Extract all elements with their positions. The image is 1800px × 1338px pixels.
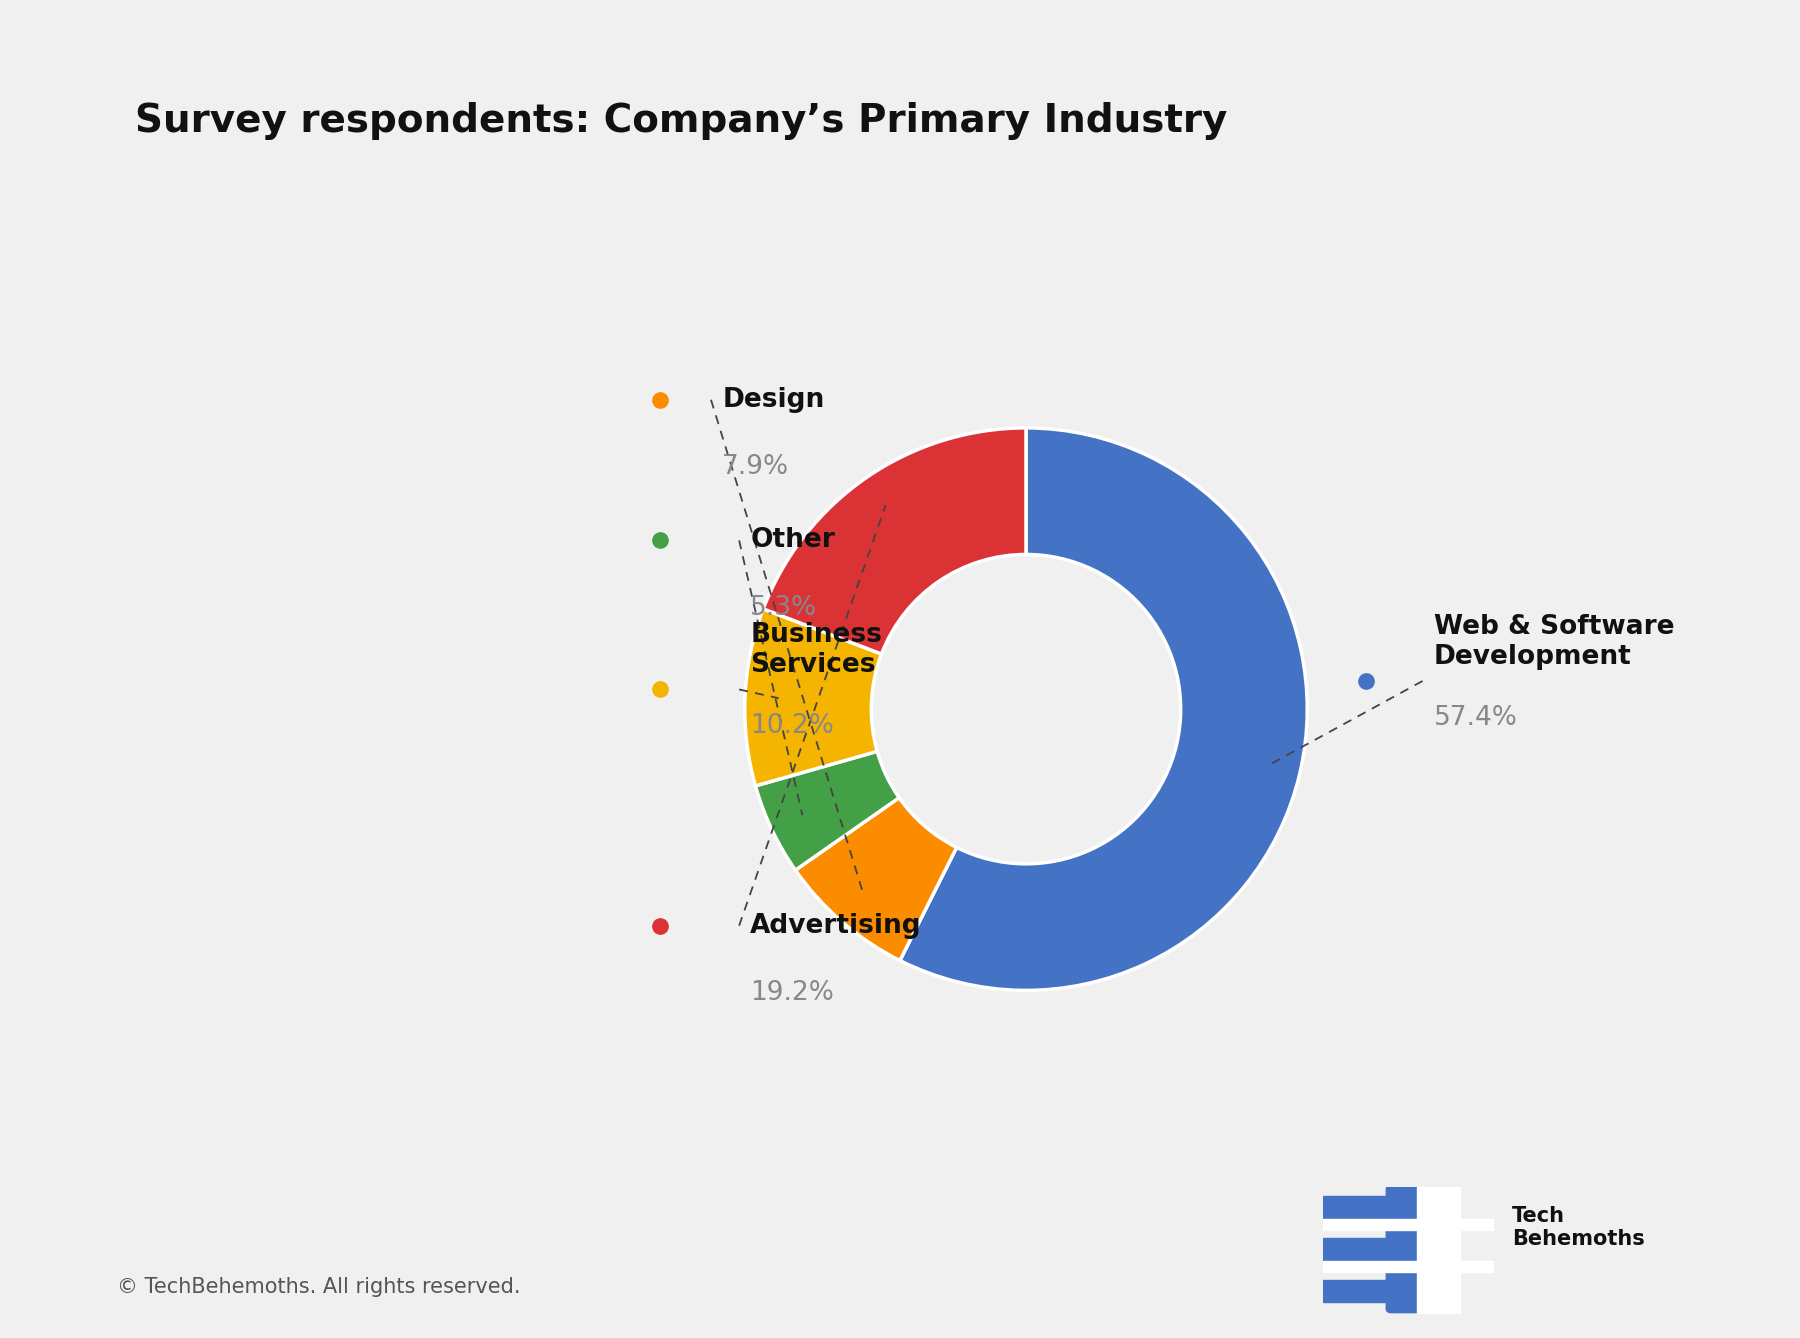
Text: 57.4%: 57.4% (1435, 705, 1517, 731)
FancyBboxPatch shape (1386, 1270, 1440, 1313)
Text: Other: Other (751, 527, 835, 554)
Wedge shape (763, 428, 1026, 654)
Bar (1323, 1238, 1417, 1260)
Bar (1417, 1187, 1460, 1314)
Text: 10.2%: 10.2% (751, 713, 833, 739)
Text: Tech
Behemoths: Tech Behemoths (1512, 1206, 1645, 1250)
Wedge shape (900, 428, 1307, 990)
Text: Survey respondents: Company’s Primary Industry: Survey respondents: Company’s Primary In… (135, 103, 1228, 140)
Text: 19.2%: 19.2% (751, 981, 833, 1006)
Text: Advertising: Advertising (751, 913, 922, 939)
Text: Web & Software
Development: Web & Software Development (1435, 614, 1674, 669)
Text: 5.3%: 5.3% (751, 595, 817, 621)
Text: Design: Design (722, 387, 824, 412)
Bar (1323, 1260, 1494, 1272)
Bar (1323, 1219, 1494, 1230)
FancyBboxPatch shape (1386, 1227, 1440, 1271)
Wedge shape (796, 797, 956, 961)
FancyBboxPatch shape (1386, 1185, 1440, 1228)
Bar (1323, 1279, 1417, 1302)
Text: Business
Services: Business Services (751, 622, 882, 678)
Text: © TechBehemoths. All rights reserved.: © TechBehemoths. All rights reserved. (117, 1278, 520, 1297)
Wedge shape (745, 609, 882, 785)
Wedge shape (756, 752, 900, 870)
Bar (1323, 1196, 1417, 1219)
Text: 7.9%: 7.9% (722, 455, 790, 480)
